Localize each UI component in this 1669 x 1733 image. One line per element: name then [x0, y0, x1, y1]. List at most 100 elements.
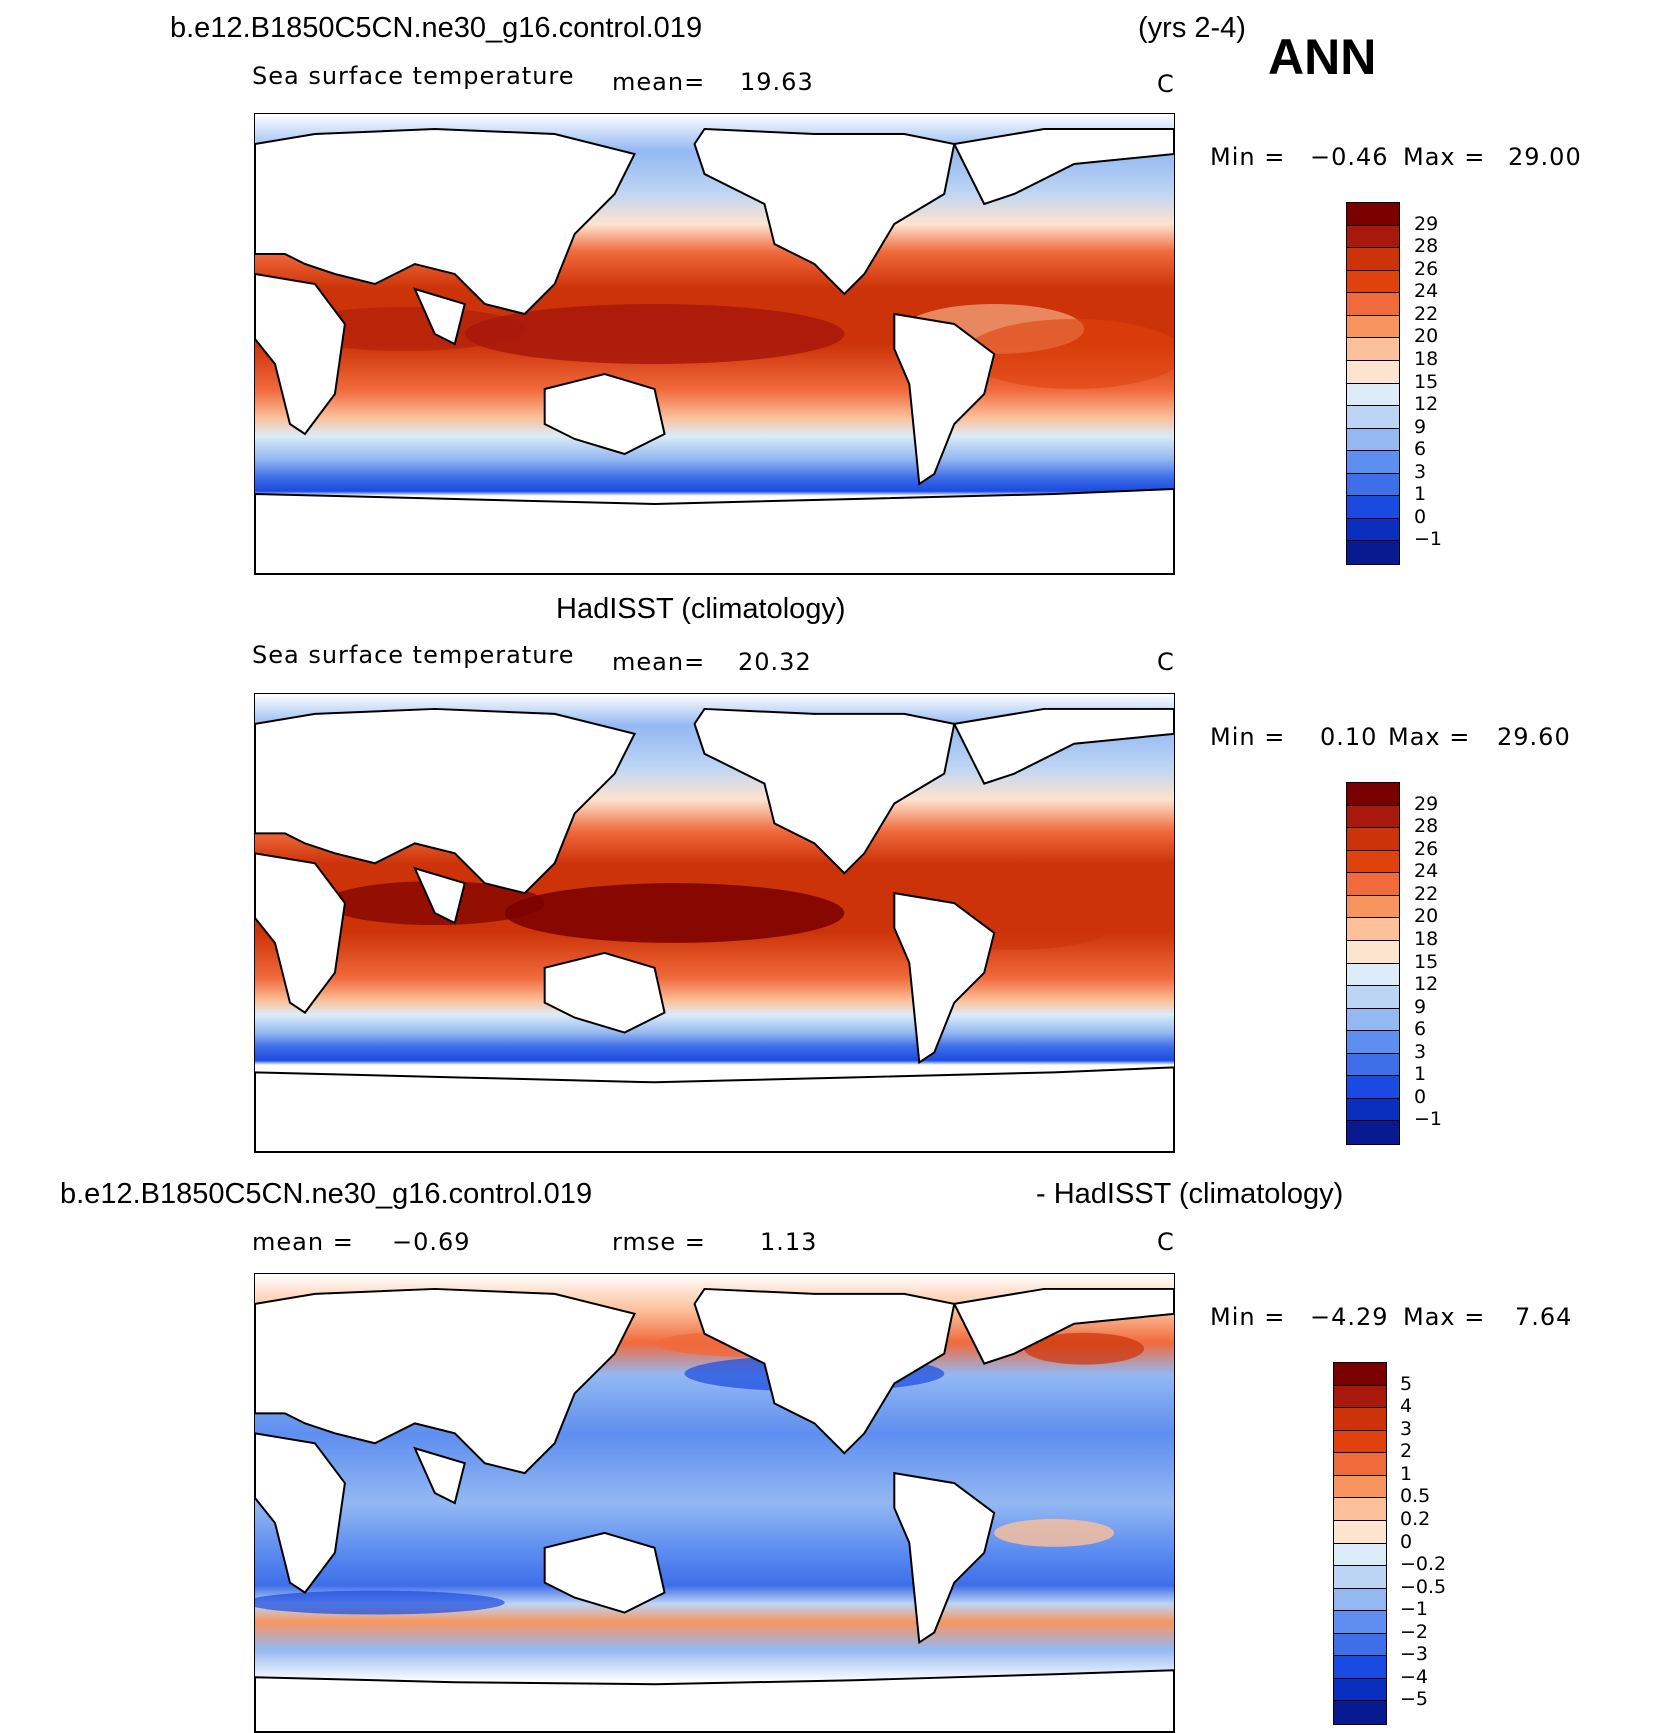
sst-obs-colorbar-labels: 29 28 26 24 22 20 18 15 12 9 6 3 1 0 −1: [1414, 782, 1474, 1145]
colorbar-bin: [1347, 918, 1399, 941]
colorbar-level-label: −3: [1400, 1643, 1429, 1666]
colorbar-level-label: −1: [1414, 1108, 1443, 1131]
colorbar-level-label: −0.5: [1400, 1575, 1447, 1598]
colorbar-level-label: 1: [1400, 1462, 1413, 1485]
colorbar-level-label: 29: [1414, 212, 1439, 235]
colorbar-bin: [1334, 1430, 1386, 1454]
colorbar-level-label: 1: [1414, 1063, 1427, 1086]
colorbar-level-label: 3: [1414, 1040, 1427, 1063]
colorbar-level-label: 18: [1414, 347, 1439, 370]
colorbar-bin: [1347, 1031, 1399, 1054]
colorbar-level-label: 3: [1400, 1417, 1413, 1440]
colorbar-level-label: 12: [1414, 393, 1439, 416]
mean-label: mean=: [612, 68, 706, 96]
max-value: 29.60: [1497, 723, 1571, 751]
min-label: Min =: [1210, 723, 1286, 751]
colorbar-level-label: −1: [1400, 1598, 1429, 1621]
sst-obs-field: [255, 694, 1174, 1152]
colorbar-level-label: 12: [1414, 973, 1439, 996]
colorbar-bin: [1347, 963, 1399, 987]
sst-diff-colorbar: [1333, 1362, 1387, 1725]
max-label: Max =: [1388, 723, 1471, 751]
colorbar-bin: [1347, 940, 1399, 964]
colorbar-level-label: 1: [1414, 483, 1427, 506]
min-value: 0.10: [1320, 723, 1378, 751]
colorbar-level-label: 5: [1400, 1372, 1413, 1395]
rmse-label: rmse =: [612, 1228, 706, 1256]
colorbar-level-label: 6: [1414, 438, 1427, 461]
colorbar-level-label: 2: [1400, 1440, 1413, 1463]
case-title: b.e12.B1850C5CN.ne30_g16.control.019: [170, 12, 703, 44]
colorbar-bin: [1334, 1543, 1386, 1567]
units-label: C: [1157, 648, 1175, 676]
sst-model-field: [255, 114, 1174, 574]
variable-name: Sea surface temperature: [252, 641, 575, 669]
min-label: Min =: [1210, 1303, 1286, 1331]
colorbar-level-label: −0.2: [1400, 1553, 1447, 1576]
sst-obs-colorbar: [1346, 782, 1400, 1145]
colorbar-bin: [1347, 1008, 1399, 1032]
colorbar-bin: [1347, 406, 1399, 429]
mean-label: mean=: [612, 648, 706, 676]
mean-value: 20.32: [738, 648, 812, 676]
colorbar-bin: [1347, 225, 1399, 249]
sst-model-map: [254, 113, 1175, 575]
colorbar-bin: [1347, 248, 1399, 271]
diff-title-left: b.e12.B1850C5CN.ne30_g16.control.019: [60, 1178, 593, 1210]
colorbar-level-label: 22: [1414, 302, 1439, 325]
colorbar-bin: [1334, 1453, 1386, 1476]
colorbar-bin: [1347, 473, 1399, 497]
colorbar-level-label: 24: [1414, 860, 1439, 883]
colorbar-level-label: 29: [1414, 792, 1439, 815]
variable-name: Sea surface temperature: [252, 62, 575, 90]
colorbar-level-label: 28: [1414, 815, 1439, 838]
colorbar-level-label: 24: [1414, 280, 1439, 303]
colorbar-bin: [1347, 338, 1399, 361]
colorbar-level-label: 0: [1414, 1085, 1427, 1108]
max-value: 7.64: [1515, 1303, 1573, 1331]
colorbar-level-label: 0.5: [1400, 1485, 1431, 1508]
colorbar-bin: [1334, 1588, 1386, 1612]
max-value: 29.00: [1508, 143, 1582, 171]
colorbar-bin: [1334, 1566, 1386, 1589]
colorbar-bin: [1347, 541, 1399, 564]
colorbar-level-label: 22: [1414, 882, 1439, 905]
mean-value: −0.69: [392, 1228, 471, 1256]
max-label: Max =: [1403, 1303, 1486, 1331]
colorbar-level-label: 26: [1414, 837, 1439, 860]
colorbar-bin: [1334, 1678, 1386, 1702]
colorbar-level-label: 28: [1414, 235, 1439, 258]
colorbar-bin: [1347, 293, 1399, 316]
colorbar-level-label: 15: [1414, 950, 1439, 973]
sst-diff-map: [254, 1273, 1175, 1733]
units-label: C: [1157, 1228, 1175, 1256]
colorbar-bin: [1334, 1363, 1386, 1386]
colorbar-bin: [1347, 805, 1399, 829]
season-label: ANN: [1268, 29, 1377, 85]
colorbar-level-label: 4: [1400, 1395, 1413, 1418]
sst-model-colorbar-labels: 29 28 26 24 22 20 18 15 12 9 6 3 1 0 −1: [1414, 202, 1474, 565]
colorbar-bin: [1347, 873, 1399, 896]
colorbar-bin: [1347, 203, 1399, 226]
colorbar-bin: [1334, 1475, 1386, 1499]
colorbar-bin: [1347, 383, 1399, 407]
colorbar-bin: [1334, 1611, 1386, 1634]
min-label: Min =: [1210, 143, 1286, 171]
colorbar-bin: [1347, 315, 1399, 339]
colorbar-level-label: 18: [1414, 927, 1439, 950]
sst-obs-map: [254, 693, 1175, 1153]
sst-model-colorbar: [1346, 202, 1400, 565]
mean-label: mean =: [252, 1228, 354, 1256]
colorbar-level-label: 20: [1414, 905, 1439, 928]
colorbar-level-label: 26: [1414, 257, 1439, 280]
colorbar-bin: [1334, 1498, 1386, 1521]
colorbar-bin: [1347, 270, 1399, 294]
colorbar-bin: [1347, 518, 1399, 542]
colorbar-level-label: −4: [1400, 1665, 1429, 1688]
colorbar-bin: [1347, 986, 1399, 1009]
colorbar-bin: [1347, 1053, 1399, 1077]
colorbar-level-label: 9: [1414, 995, 1427, 1018]
colorbar-bin: [1334, 1656, 1386, 1679]
colorbar-level-label: 6: [1414, 1018, 1427, 1041]
colorbar-bin: [1334, 1408, 1386, 1431]
